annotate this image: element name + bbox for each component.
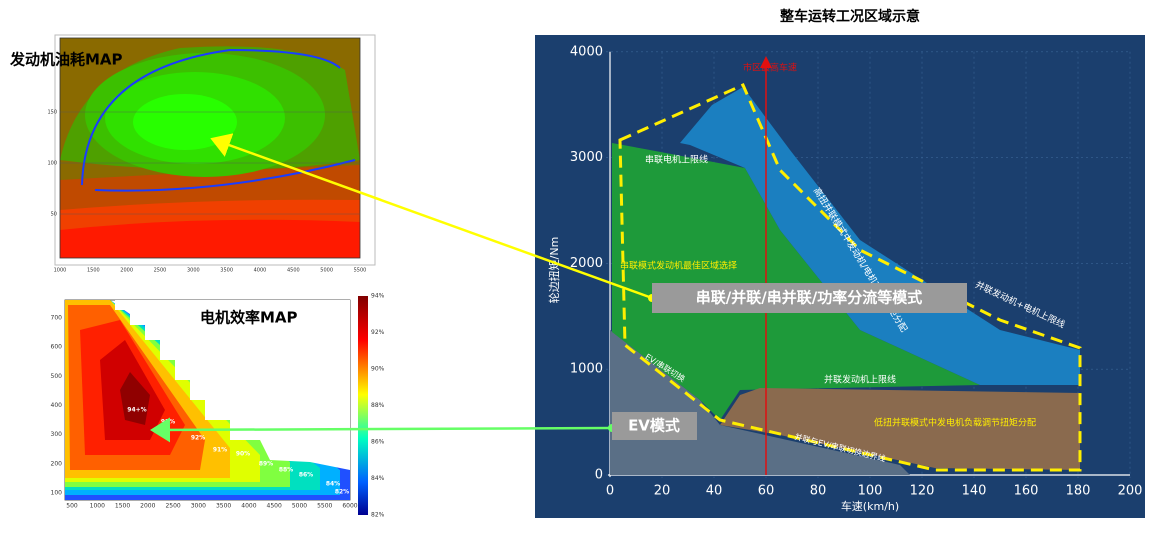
x-tick-label: 1000 — [90, 503, 105, 510]
x-tick-label: 2000 — [140, 503, 155, 510]
x-tick-label: 2500 — [165, 503, 180, 510]
colorbar-label: 88% — [371, 402, 385, 409]
x-tick-label: 80 — [810, 484, 827, 499]
x-tick-label: 2000 — [120, 268, 133, 274]
annotation: 低扭并联模式中发电机负载调节扭矩分配 — [874, 417, 1036, 429]
x-tick-label: 200 — [1118, 484, 1143, 499]
x-tick-label: 5000 — [292, 503, 307, 510]
y-tick-label: 500 — [51, 373, 63, 380]
x-tick-label: 1500 — [87, 268, 100, 274]
contour-label: 90% — [236, 451, 250, 458]
x-tick-label: 140 — [962, 484, 987, 499]
x-tick-label: 40 — [706, 484, 723, 499]
x-tick-label: 5500 — [354, 268, 367, 274]
colorbar-label: 86% — [371, 439, 385, 446]
contour-label: 92% — [191, 435, 205, 442]
x-tick-label: 5500 — [317, 503, 332, 510]
annotation: 串联模式发动机最佳区域选择 — [620, 260, 737, 272]
contour-label: 91% — [213, 447, 227, 454]
x-tick-label: 4000 — [254, 268, 267, 274]
colorbar-label: 94% — [371, 293, 385, 300]
x-tick-label: 100 — [858, 484, 883, 499]
y-tick-label: 50 — [51, 212, 57, 218]
annotation: 串联电机上限线 — [645, 154, 708, 166]
y-tick-label: 3000 — [570, 150, 603, 165]
x-tick-label: 3500 — [220, 268, 233, 274]
motor-map-title: 电机效率MAP — [200, 309, 298, 327]
arrow — [210, 133, 653, 300]
x-tick-label: 3000 — [191, 503, 206, 510]
x-tick-label: 4500 — [287, 268, 300, 274]
x-tick-label: 160 — [1014, 484, 1039, 499]
engine-map-title: 发动机油耗MAP — [9, 51, 123, 69]
x-tick-label: 4500 — [267, 503, 282, 510]
y-tick-label: 300 — [51, 431, 63, 438]
vehicle-map-title: 整车运转工况区域示意 — [779, 8, 920, 25]
colorbar-label: 92% — [371, 329, 385, 336]
colorbar-label: 82% — [371, 512, 385, 519]
x-tick-label: 6000 — [342, 503, 357, 510]
x-tick-label: 0 — [606, 484, 614, 499]
callout: 串联/并联/串并联/功率分流等模式 — [696, 289, 922, 307]
y-tick-label: 0 — [595, 468, 603, 483]
arrow — [150, 417, 613, 443]
callout-box — [612, 412, 697, 440]
y-tick-label: 100 — [51, 490, 63, 497]
annotation: 并联发动机上限线 — [824, 374, 896, 386]
contour-label: 93% — [161, 419, 175, 426]
x-tick-label: 4000 — [241, 503, 256, 510]
y-tick-label: 200 — [51, 460, 63, 467]
y-tick-label: 4000 — [570, 44, 603, 59]
contour-label: 86% — [299, 472, 313, 479]
vehicle-map: 整车运转工况区域示意 0 20 40 60 80 100 120 140 160 180 20001… — [535, 8, 1145, 518]
colorbar-label: 84% — [371, 475, 385, 482]
y-tick-label: 700 — [51, 314, 63, 321]
contour-label: 84% — [326, 481, 340, 488]
x-tick-label: 60 — [758, 484, 775, 499]
y-tick-label: 600 — [51, 344, 63, 351]
annotation: 市区最高车速 — [743, 62, 797, 74]
x-tick-label: 20 — [654, 484, 671, 499]
engine-map: 1000 1500 2000 2500 3000 3500 4000 4500 5000 5500… — [9, 34, 376, 274]
contour-label: 94+% — [127, 407, 146, 414]
x-tick-label: 1000 — [54, 268, 67, 274]
y-tick-label: 150 — [47, 110, 57, 116]
contour-label: 82% — [335, 489, 349, 496]
x-axis-label: 车速(km/h) — [841, 499, 899, 513]
callout: EV模式 — [628, 417, 680, 435]
contour-label: 88% — [279, 467, 293, 474]
x-tick-label: 1500 — [115, 503, 130, 510]
x-tick-label: 5000 — [320, 268, 333, 274]
contour-label: 89% — [259, 461, 273, 468]
y-tick-label: 400 — [51, 402, 63, 409]
x-tick-label: 3000 — [187, 268, 200, 274]
callout-box — [652, 283, 967, 313]
x-tick-label: 3500 — [216, 503, 231, 510]
y-tick-label: 100 — [47, 161, 57, 167]
colorbar-label: 90% — [371, 366, 385, 373]
y-tick-label: 1000 — [570, 362, 603, 377]
x-tick-label: 2500 — [154, 268, 167, 274]
motor-map: 500 1000 1500 2000 2500 3000 3500 4000 4500 5000 5… — [51, 293, 385, 519]
x-tick-label: 180 — [1066, 484, 1091, 499]
y-axis-label: 轮边扭矩/Nm — [547, 237, 561, 304]
x-tick-label: 500 — [66, 503, 78, 510]
y-tick-label: 2000 — [570, 256, 603, 271]
x-tick-label: 120 — [910, 484, 935, 499]
